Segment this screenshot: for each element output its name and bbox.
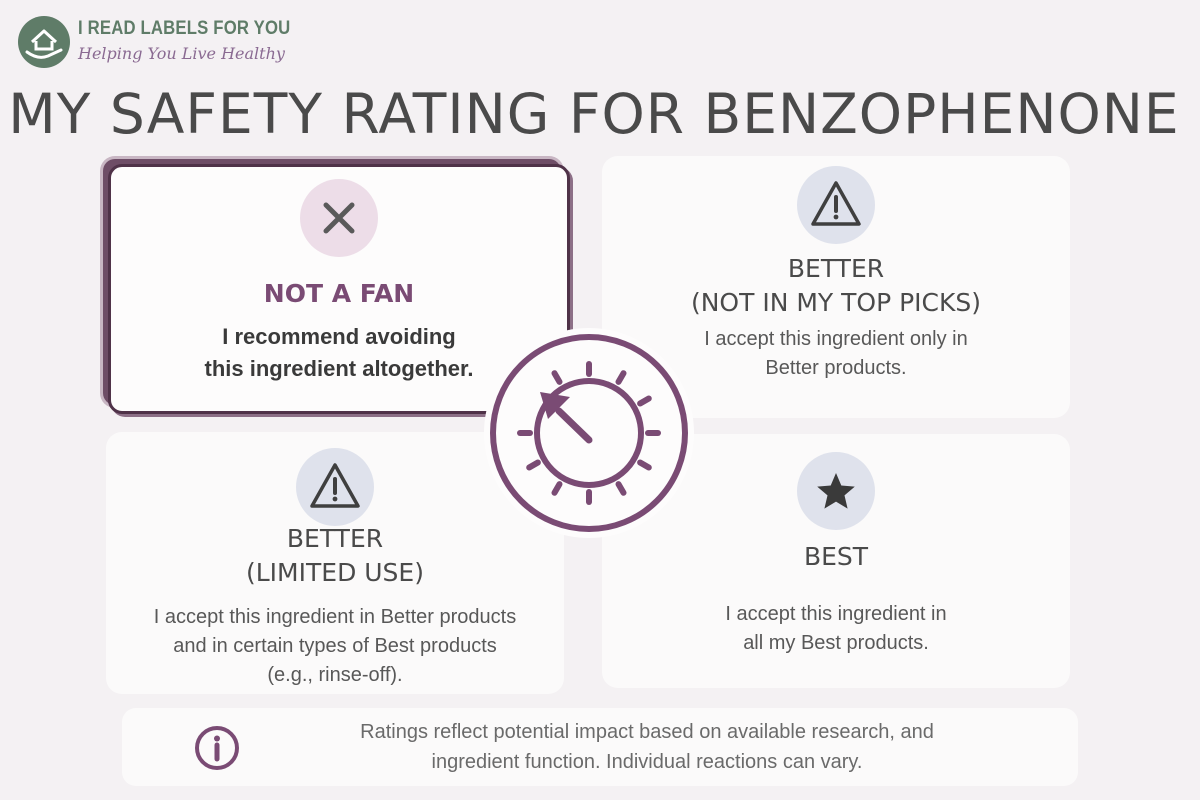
brand-name: I READ LABELS FOR YOU [78,18,291,39]
rating-description: I accept this ingredient only in Better … [704,328,968,379]
rating-heading: BETTER (NOT IN MY TOP PICKS) [690,254,982,317]
rating-card-not-a-fan: NOT A FAN I recommend avoiding this ingr… [108,164,570,414]
disclaimer-box: Ratings reflect potential impact based o… [122,708,1078,786]
rating-card-better-not-top-picks: BETTER (NOT IN MY TOP PICKS) I accept th… [602,156,1070,418]
brand-tagline: Helping You Live Healthy [78,44,285,63]
rating-heading: BEST [803,542,869,571]
brand-logo: I READ LABELS FOR YOU Helping You Live H… [16,14,290,74]
house-hand-icon [18,16,70,68]
disclaimer-text: Ratings reflect potential impact based o… [360,721,934,773]
rating-description: I accept this ingredient in Better produ… [153,606,517,686]
star-icon [797,452,875,530]
rating-heading: BETTER (LIMITED USE) [246,524,424,587]
rating-card-better-limited-use: BETTER (LIMITED USE) I accept this ingre… [106,432,564,694]
rating-heading: NOT A FAN [263,279,415,308]
page-title: MY SAFETY RATING FOR BENZOPHENONE [8,82,1180,146]
warning-icon [296,448,374,526]
rating-description: I accept this ingredient in all my Best … [725,603,947,654]
x-icon [300,179,378,257]
warning-icon [797,166,875,244]
rating-description: I recommend avoiding this ingredient alt… [204,324,474,381]
dial-gauge-icon [484,328,694,538]
info-icon [194,725,240,771]
